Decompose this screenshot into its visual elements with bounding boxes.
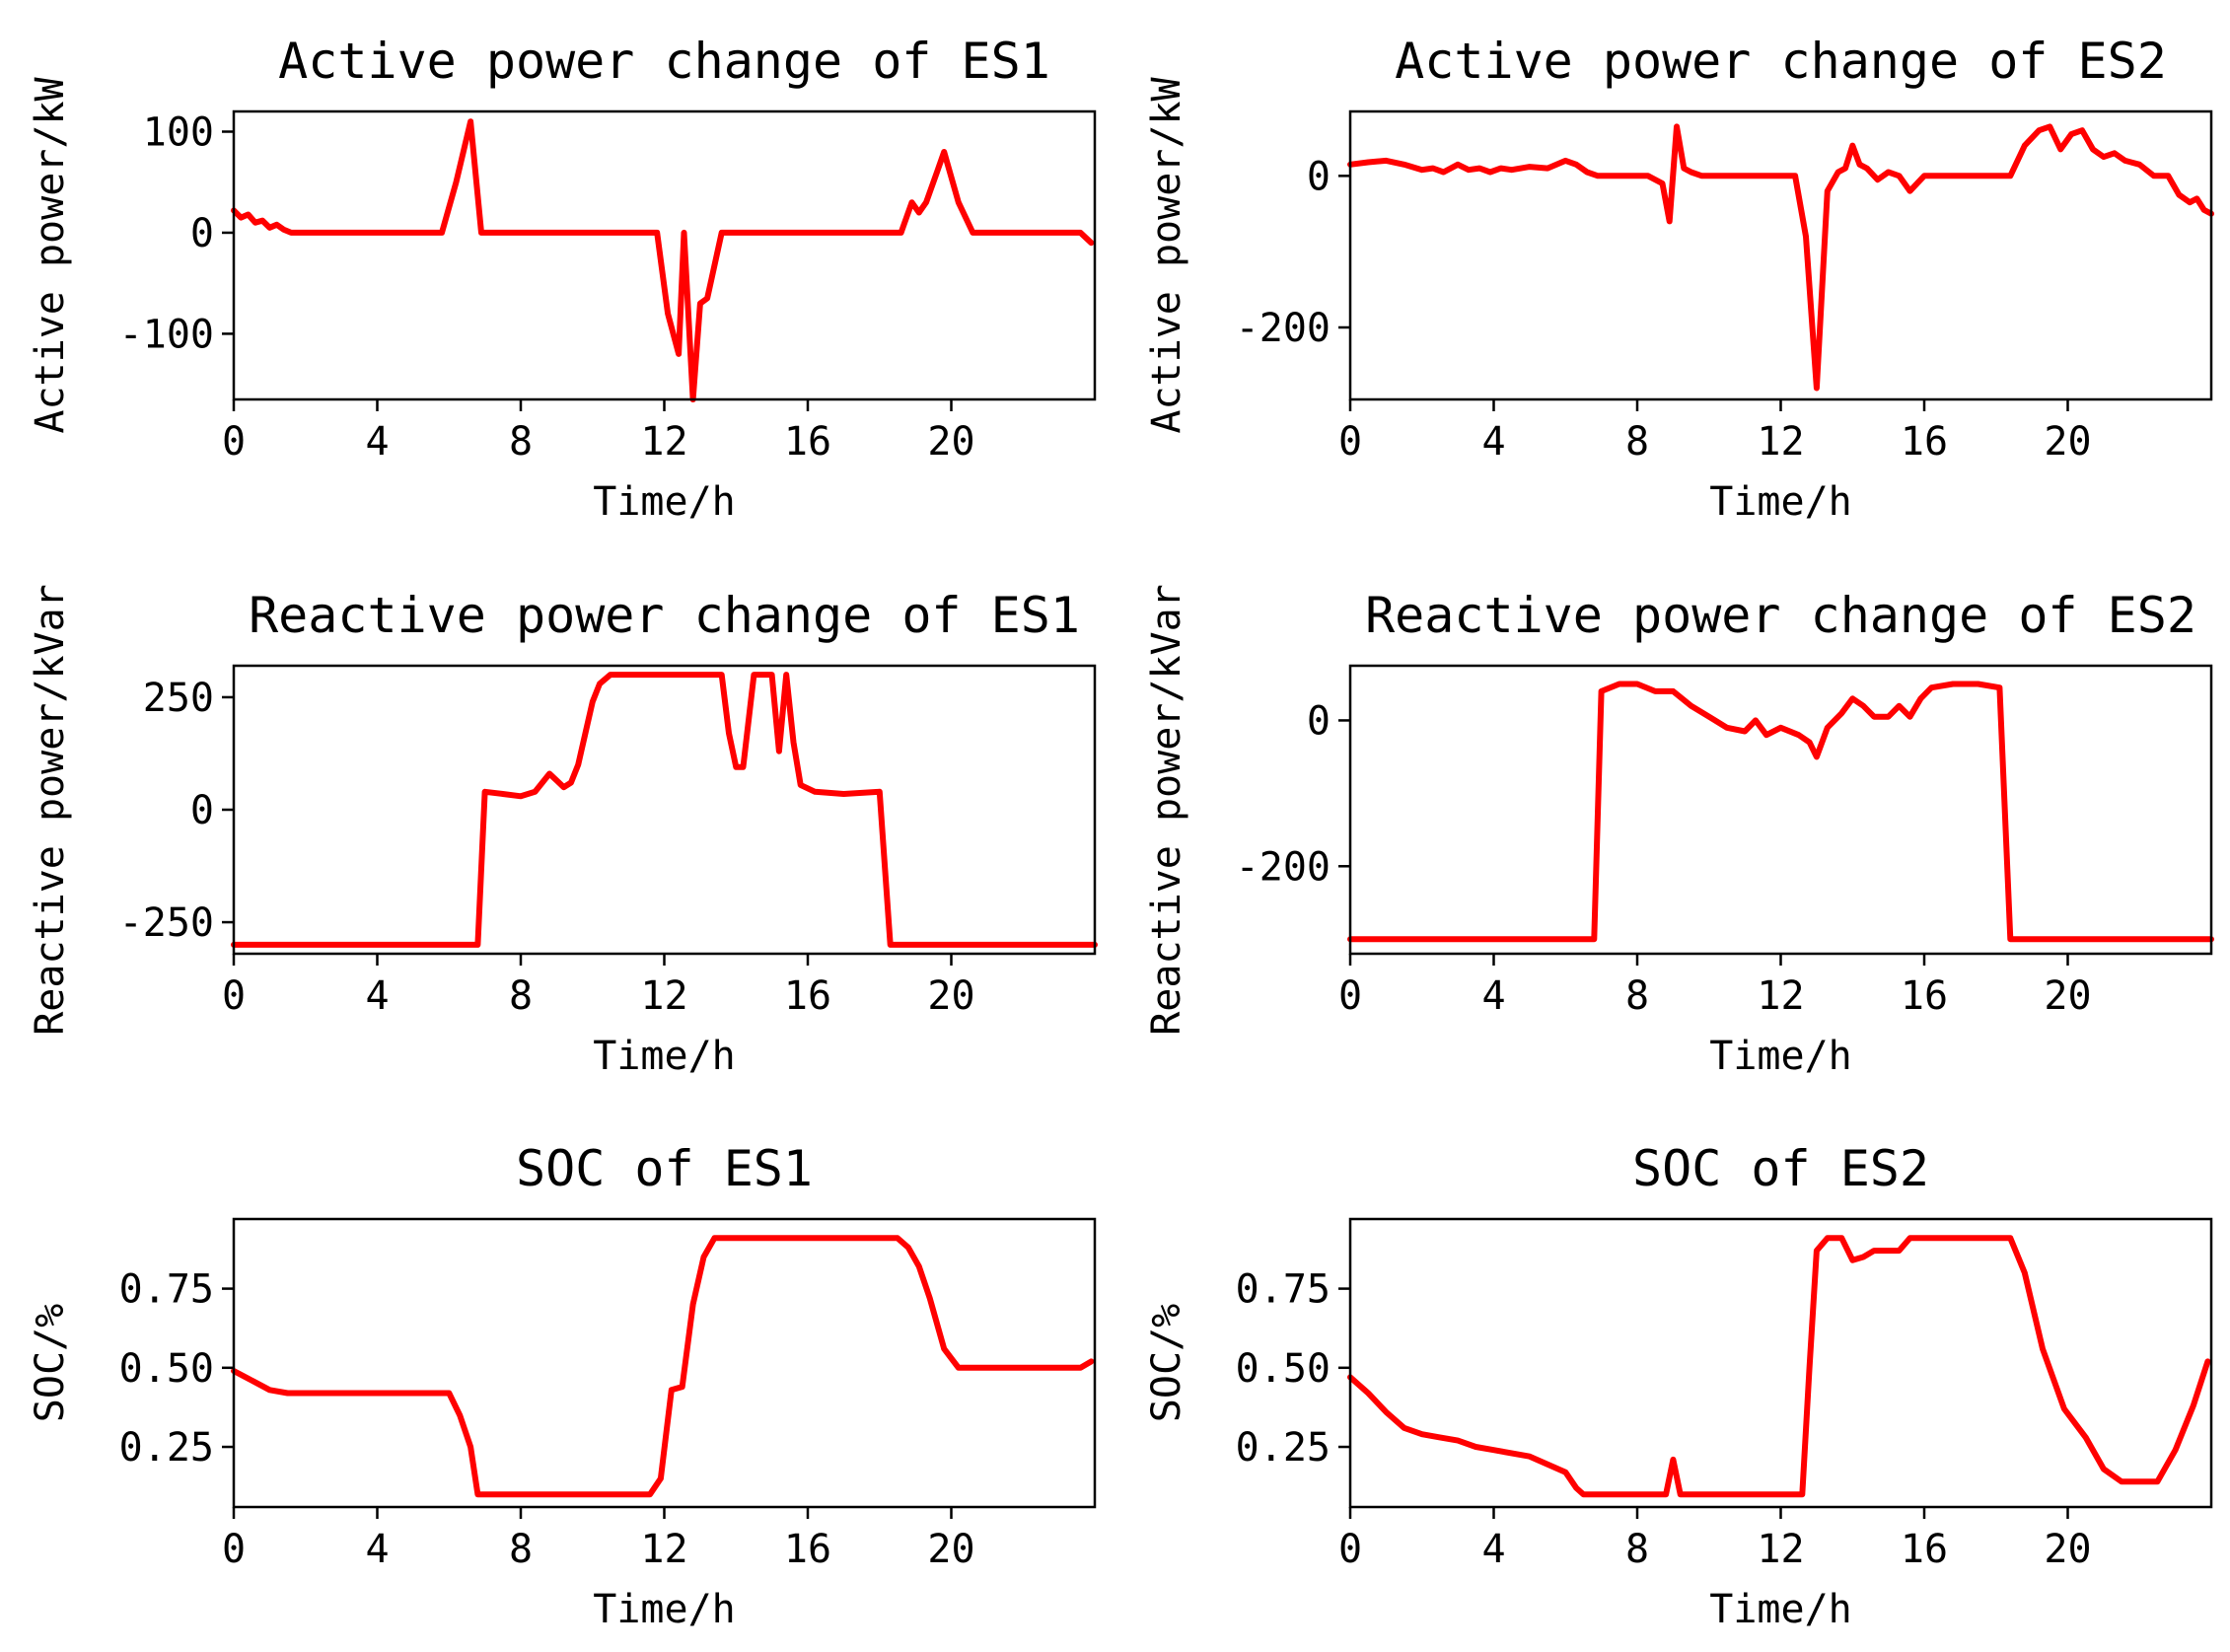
x-tick-label: 20 [2044, 973, 2091, 1019]
y-tick-label: 0 [190, 211, 214, 256]
x-tick-label: 20 [927, 1527, 974, 1572]
x-tick-label: 4 [1481, 973, 1505, 1019]
x-axis-label: Time/h [593, 1034, 736, 1079]
x-tick-label: 8 [509, 1527, 533, 1572]
series-line [1347, 123, 2214, 392]
chart-title: Active power change of ES1 [278, 33, 1050, 90]
y-tick-label: -200 [1236, 306, 1331, 351]
chart-title: Reactive power change of ES2 [1365, 587, 2196, 644]
x-tick-label: 8 [1625, 973, 1649, 1019]
y-axis-label: Reactive power/kVar [1144, 584, 1189, 1036]
x-tick-label: 4 [365, 419, 389, 465]
chart-panel-2: 0 4 8 12 16 20 0 -200 Active power change of ES2… [1144, 33, 2214, 525]
x-axis-label: Time/h [593, 479, 736, 525]
x-tick-label: 4 [365, 1527, 389, 1572]
y-axis-label: SOC/% [1144, 1304, 1189, 1422]
x-tick-label: 0 [222, 1527, 246, 1572]
chart-panel-5: 0 4 8 12 16 20 0.75 0.50 0.25 SOC of ES1 Time/h SOC… [28, 1140, 1097, 1632]
chart-title: SOC of ES1 [516, 1140, 813, 1197]
chart-title: Reactive power change of ES1 [249, 587, 1080, 644]
x-tick-label: 12 [640, 1527, 687, 1572]
x-tick-label: 12 [640, 973, 687, 1019]
x-tick-label: 16 [1901, 973, 1948, 1019]
y-tick-label: 0.75 [1236, 1267, 1331, 1313]
x-tick-label: 16 [784, 1527, 831, 1572]
x-axis-label: Time/h [1709, 479, 1852, 525]
x-tick-label: 12 [1757, 419, 1804, 465]
x-tick-label: 20 [927, 419, 974, 465]
y-axis-label: SOC/% [28, 1304, 73, 1422]
x-tick-label: 8 [1625, 1527, 1649, 1572]
x-tick-label: 16 [784, 419, 831, 465]
y-axis-label: Active power/kW [28, 76, 73, 433]
x-tick-label: 20 [927, 973, 974, 1019]
x-tick-label: 0 [1338, 1527, 1362, 1572]
series-line [1347, 681, 2214, 943]
plot-frame [232, 664, 1097, 956]
x-axis-label: Time/h [1709, 1587, 1852, 1632]
y-tick-label: 0.25 [119, 1425, 214, 1471]
x-tick-label: 16 [1901, 1527, 1948, 1572]
x-tick-label: 12 [1757, 1527, 1804, 1572]
chart-panel-6: 0 4 8 12 16 20 0.75 0.50 0.25 SOC of ES2 Time/h SOC… [1144, 1140, 2213, 1632]
plot-frame [1348, 1217, 2213, 1509]
x-tick-label: 0 [222, 419, 246, 465]
x-tick-label: 4 [365, 973, 389, 1019]
series-line [231, 118, 1095, 402]
y-tick-label: 0.75 [119, 1267, 214, 1313]
x-tick-label: 16 [784, 973, 831, 1019]
y-tick-label: -200 [1236, 844, 1331, 890]
series-line [231, 672, 1098, 948]
plot-frame [1348, 664, 2213, 956]
y-tick-label: 0 [1307, 154, 1331, 199]
y-tick-label: 0.50 [1236, 1346, 1331, 1392]
series-line [1347, 1235, 2211, 1498]
x-tick-label: 0 [1338, 419, 1362, 465]
chart-panel-4: 0 4 8 12 16 20 0 -200 Reactive power change of E… [1144, 584, 2214, 1079]
y-axis-label: Active power/kW [1144, 76, 1189, 433]
y-tick-label: 100 [143, 109, 214, 155]
chart-title: Active power change of ES2 [1395, 33, 2167, 90]
x-tick-label: 12 [640, 419, 687, 465]
y-axis-label: Reactive power/kVar [28, 584, 73, 1036]
y-tick-label: 0.25 [1236, 1425, 1331, 1471]
x-tick-label: 16 [1901, 419, 1948, 465]
y-tick-label: 0.50 [119, 1346, 214, 1392]
x-tick-label: 0 [222, 973, 246, 1019]
x-tick-label: 8 [509, 419, 533, 465]
x-axis-label: Time/h [1709, 1034, 1852, 1079]
y-tick-label: 0 [1307, 698, 1331, 744]
chart-panel-1: 0 4 8 12 16 20 100 0 -100 Active power change of … [28, 33, 1097, 525]
x-tick-label: 20 [2044, 419, 2091, 465]
x-tick-label: 4 [1481, 1527, 1505, 1572]
y-tick-label: 0 [190, 788, 214, 833]
x-tick-label: 20 [2044, 1527, 2091, 1572]
series-line [231, 1235, 1095, 1498]
plot-frame [232, 109, 1097, 401]
x-tick-label: 12 [1757, 973, 1804, 1019]
x-tick-label: 4 [1481, 419, 1505, 465]
x-tick-label: 0 [1338, 973, 1362, 1019]
x-tick-label: 8 [509, 973, 533, 1019]
y-tick-label: -100 [119, 312, 214, 357]
plot-frame [1348, 109, 2213, 401]
chart-title: SOC of ES2 [1632, 1140, 1929, 1197]
y-tick-label: 250 [143, 676, 214, 721]
y-tick-label: -250 [119, 900, 214, 946]
x-tick-label: 8 [1625, 419, 1649, 465]
x-axis-label: Time/h [593, 1587, 736, 1632]
